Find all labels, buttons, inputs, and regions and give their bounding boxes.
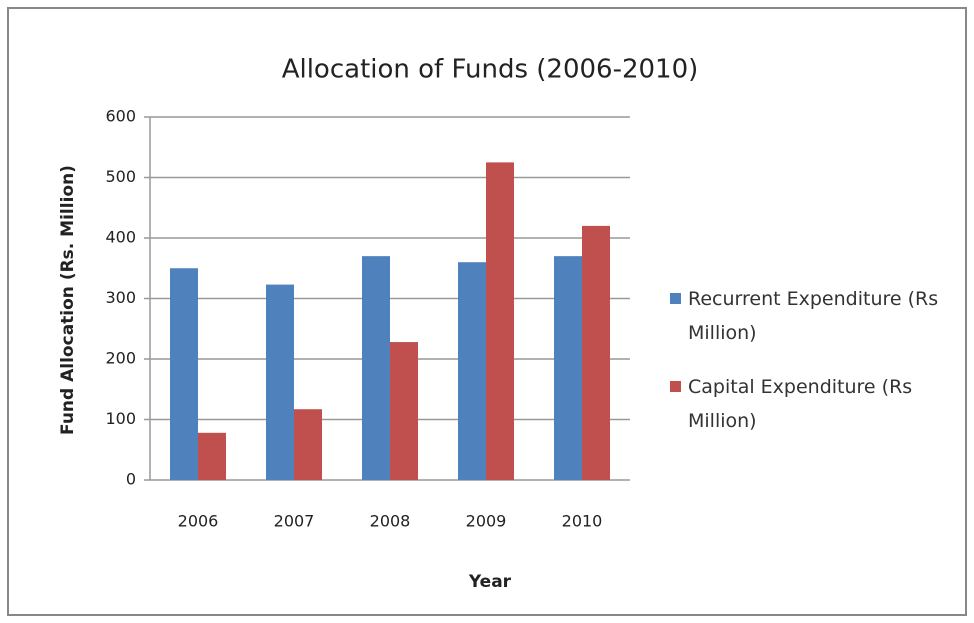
x-tick-label: 2007 [274,512,315,531]
bar [362,256,390,480]
legend-swatch [670,381,681,392]
x-tick-label: 2006 [178,512,219,531]
y-tick-label: 300 [105,288,136,307]
y-tick-label: 400 [105,228,136,247]
chart-title: Allocation of Funds (2006-2010) [282,55,699,85]
y-tick-label: 600 [105,107,136,126]
legend-label: Recurrent Expenditure (Rs Million) [688,288,939,344]
x-axis-label: Year [468,572,512,592]
bar [170,268,198,480]
legend-entry: Capital Expenditure (Rs Million) [670,370,968,438]
bar [390,342,418,480]
x-tick-label: 2010 [562,512,603,531]
bar [582,225,610,480]
bar [294,409,322,480]
y-axis-label: Fund Allocation (Rs. Million) [58,165,78,435]
x-tick-label: 2009 [466,512,507,531]
bar [554,256,582,480]
bar [266,284,294,480]
legend-label: Capital Expenditure (Rs Million) [688,376,913,432]
bar [458,262,486,480]
y-tick-label: 100 [105,409,136,428]
legend-entry: Recurrent Expenditure (Rs Million) [670,282,968,350]
legend-swatch [670,293,681,304]
y-tick-label: 0 [126,470,136,489]
x-tick-label: 2008 [370,512,411,531]
bar [198,432,226,480]
y-tick-label: 500 [105,167,136,186]
y-tick-label: 200 [105,349,136,368]
bar [486,162,514,480]
